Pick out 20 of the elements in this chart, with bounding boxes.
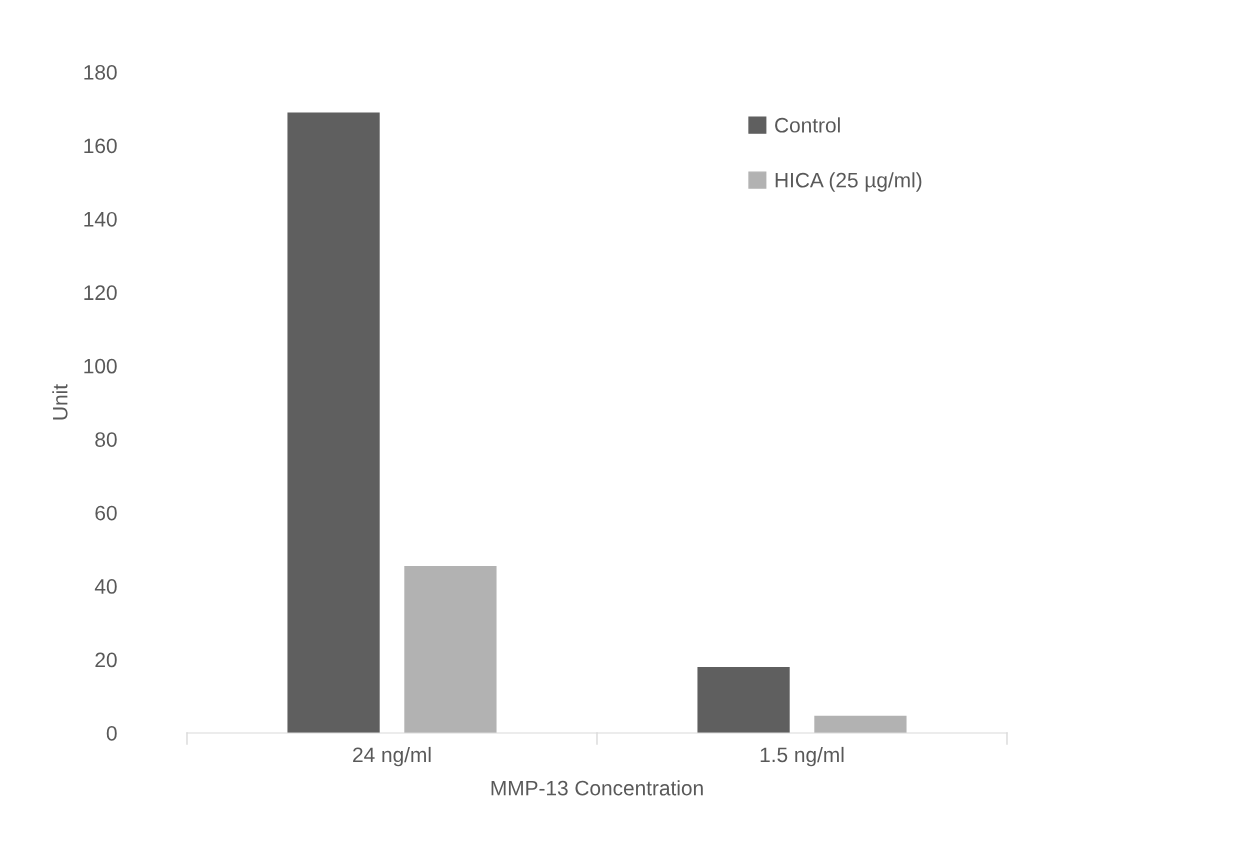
x-axis-title: MMP-13 Concentration bbox=[491, 780, 703, 796]
y-tick-label: 80 bbox=[95, 432, 117, 447]
y-tick-label: 20 bbox=[95, 652, 117, 668]
y-tick-label: 120 bbox=[84, 285, 117, 301]
y-tick-label: 60 bbox=[95, 505, 117, 521]
y-tick-label: 140 bbox=[84, 211, 117, 227]
legend-label: HICA (25 µg/ml) bbox=[775, 172, 922, 192]
y-tick-label: 100 bbox=[84, 358, 117, 374]
y-tick-label: 0 bbox=[106, 726, 117, 741]
bar bbox=[697, 666, 790, 733]
bar bbox=[287, 112, 380, 733]
x-tick-label: 24 ng/ml bbox=[353, 746, 431, 767]
bar bbox=[814, 715, 907, 733]
y-tick-label: 160 bbox=[84, 138, 117, 154]
y-axis-title: Unit bbox=[52, 384, 68, 420]
y-tick-label: 40 bbox=[94, 579, 117, 594]
y-tick-label: 180 bbox=[84, 65, 117, 80]
legend-label: Control bbox=[775, 117, 840, 133]
bar bbox=[404, 565, 497, 733]
x-tick-label: 1.5 ng/ml bbox=[760, 746, 844, 767]
